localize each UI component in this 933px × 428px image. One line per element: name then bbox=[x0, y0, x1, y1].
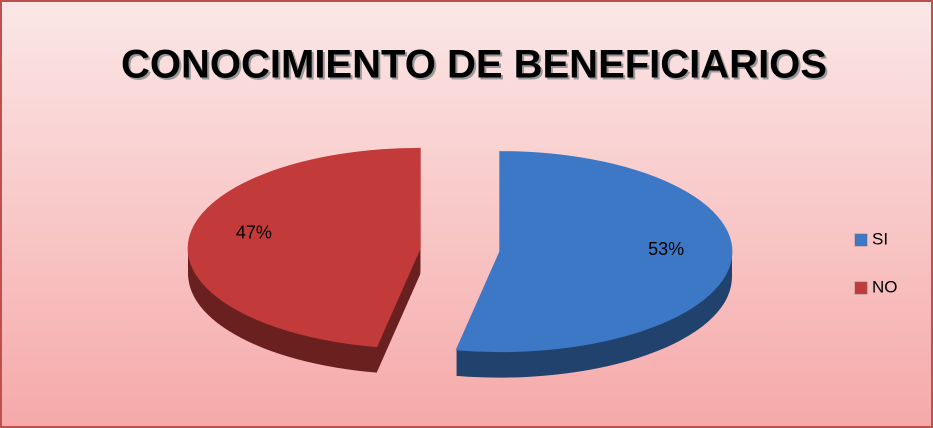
chart-title: CONOCIMIENTO DE BENEFICIARIOS bbox=[121, 43, 827, 87]
slice bbox=[187, 147, 421, 348]
slice bbox=[455, 151, 733, 353]
legend-swatch bbox=[854, 233, 868, 247]
legend: SI NO bbox=[854, 229, 898, 296]
pie: 53% 47% bbox=[187, 147, 733, 378]
legend-label: SI bbox=[872, 229, 888, 248]
data-label: 53% bbox=[648, 239, 684, 259]
data-label: 47% bbox=[236, 222, 272, 242]
legend-swatch bbox=[854, 281, 868, 295]
legend-label: NO bbox=[872, 277, 898, 296]
title-shadow: CONOCIMIENTO DE BENEFICIARIOS bbox=[123, 45, 829, 89]
